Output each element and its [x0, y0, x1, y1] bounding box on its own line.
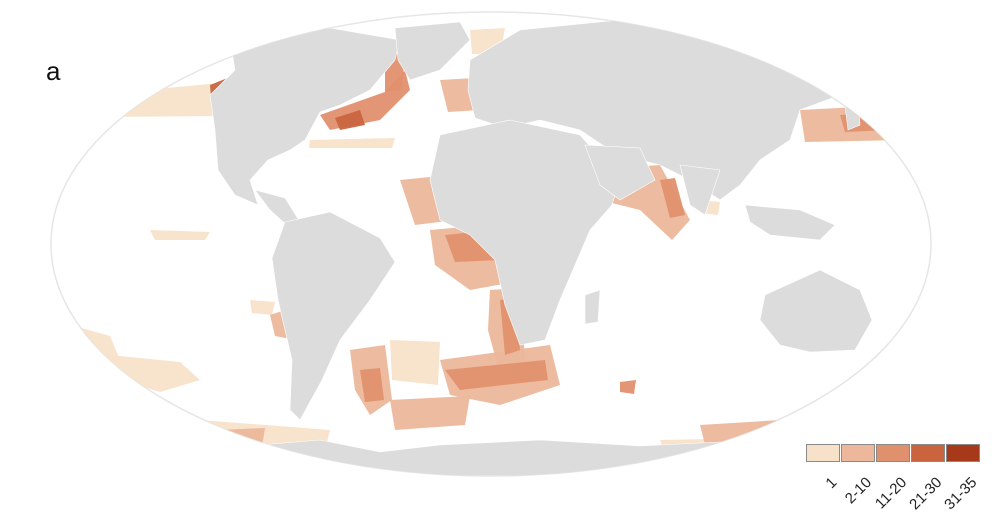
legend: 1 2-10 11-20 21-30 31-35 — [806, 444, 986, 524]
legend-swatch-2-10 — [841, 444, 875, 462]
legend-label-2-10: 2-10 — [841, 474, 876, 508]
legend-swatch-1 — [806, 444, 840, 462]
legend-label-11-20: 11-20 — [871, 474, 911, 513]
legend-swatch-21-30 — [911, 444, 945, 462]
legend-label-21-30: 21-30 — [905, 474, 946, 514]
legend-swatch-31-35 — [946, 444, 980, 462]
legend-label-31-35: 31-35 — [940, 474, 981, 514]
legend-swatch-11-20 — [876, 444, 910, 462]
legend-label-1: 1 — [822, 474, 841, 492]
panel-label: a — [46, 56, 61, 86]
